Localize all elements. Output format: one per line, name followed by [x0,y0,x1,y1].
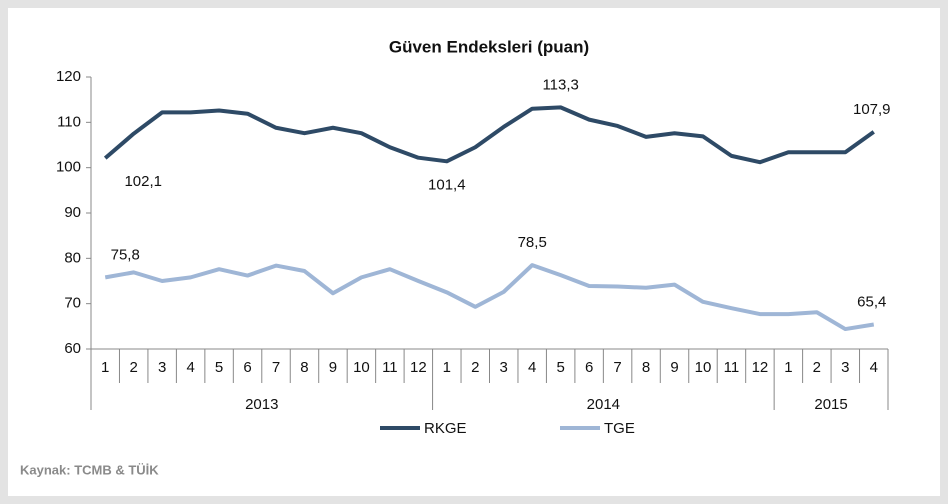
line [103,105,875,165]
x-tick-label: 7 [272,359,280,376]
x-tick-label: 11 [724,359,740,376]
year-label: 2015 [814,396,847,413]
x-tick-label: 1 [101,359,109,376]
x-tick-label: 4 [870,359,878,376]
y-tick-label: 90 [64,204,81,221]
x-tick-label: 9 [670,359,678,376]
y-tick-label: 110 [57,113,81,130]
data-label: 102,1 [124,173,162,190]
x-tick-label: 12 [752,359,769,376]
data-label: 107,9 [853,101,891,118]
legend-label: TGE [604,420,635,437]
x-tick-label: 3 [158,359,166,376]
x-tick-label: 5 [556,359,564,376]
y-tick-label: 60 [64,340,81,357]
year-label: 2014 [587,396,620,413]
x-tick-label: 6 [243,359,251,376]
chart-title: Güven Endeksleri (puan) [389,37,589,56]
y-tick-label: 100 [56,159,81,176]
x-tick-label: 6 [585,359,593,376]
year-label: 2013 [245,396,278,413]
data-label: 75,8 [111,246,140,263]
x-tick-label: 10 [353,359,370,376]
x-tick-label: 2 [471,359,479,376]
source: Kaynak: TCMB & TÜİK [20,462,159,477]
x-tick-label: 5 [215,359,223,376]
x-tick-label: 8 [642,359,650,376]
x-tick-label: 9 [329,359,337,376]
x-tick-label: 1 [443,359,451,376]
y-tick-label: 120 [56,68,81,85]
x-tick-label: 2 [130,359,138,376]
data-label: 65,4 [857,293,886,310]
y-tick-label: 70 [64,295,81,312]
x-tick-label: 4 [186,359,194,376]
x-tick-label: 12 [410,359,427,376]
line [104,263,875,332]
x-tick-label: 4 [528,359,536,376]
x-tick-label: 8 [300,359,308,376]
legend-label: RKGE [424,420,467,437]
x-tick-label: 3 [500,359,508,376]
x-tick-label: 7 [613,359,621,376]
x-tick-label: 1 [784,359,792,376]
data-label: 113,3 [542,76,578,93]
data-label: 101,4 [428,176,466,193]
x-tick-label: 11 [382,359,398,376]
x-tick-label: 10 [695,359,712,376]
y-tick-label: 80 [64,249,81,266]
x-tick-label: 2 [813,359,821,376]
x-tick-label: 3 [841,359,849,376]
data-label: 78,5 [518,234,547,251]
